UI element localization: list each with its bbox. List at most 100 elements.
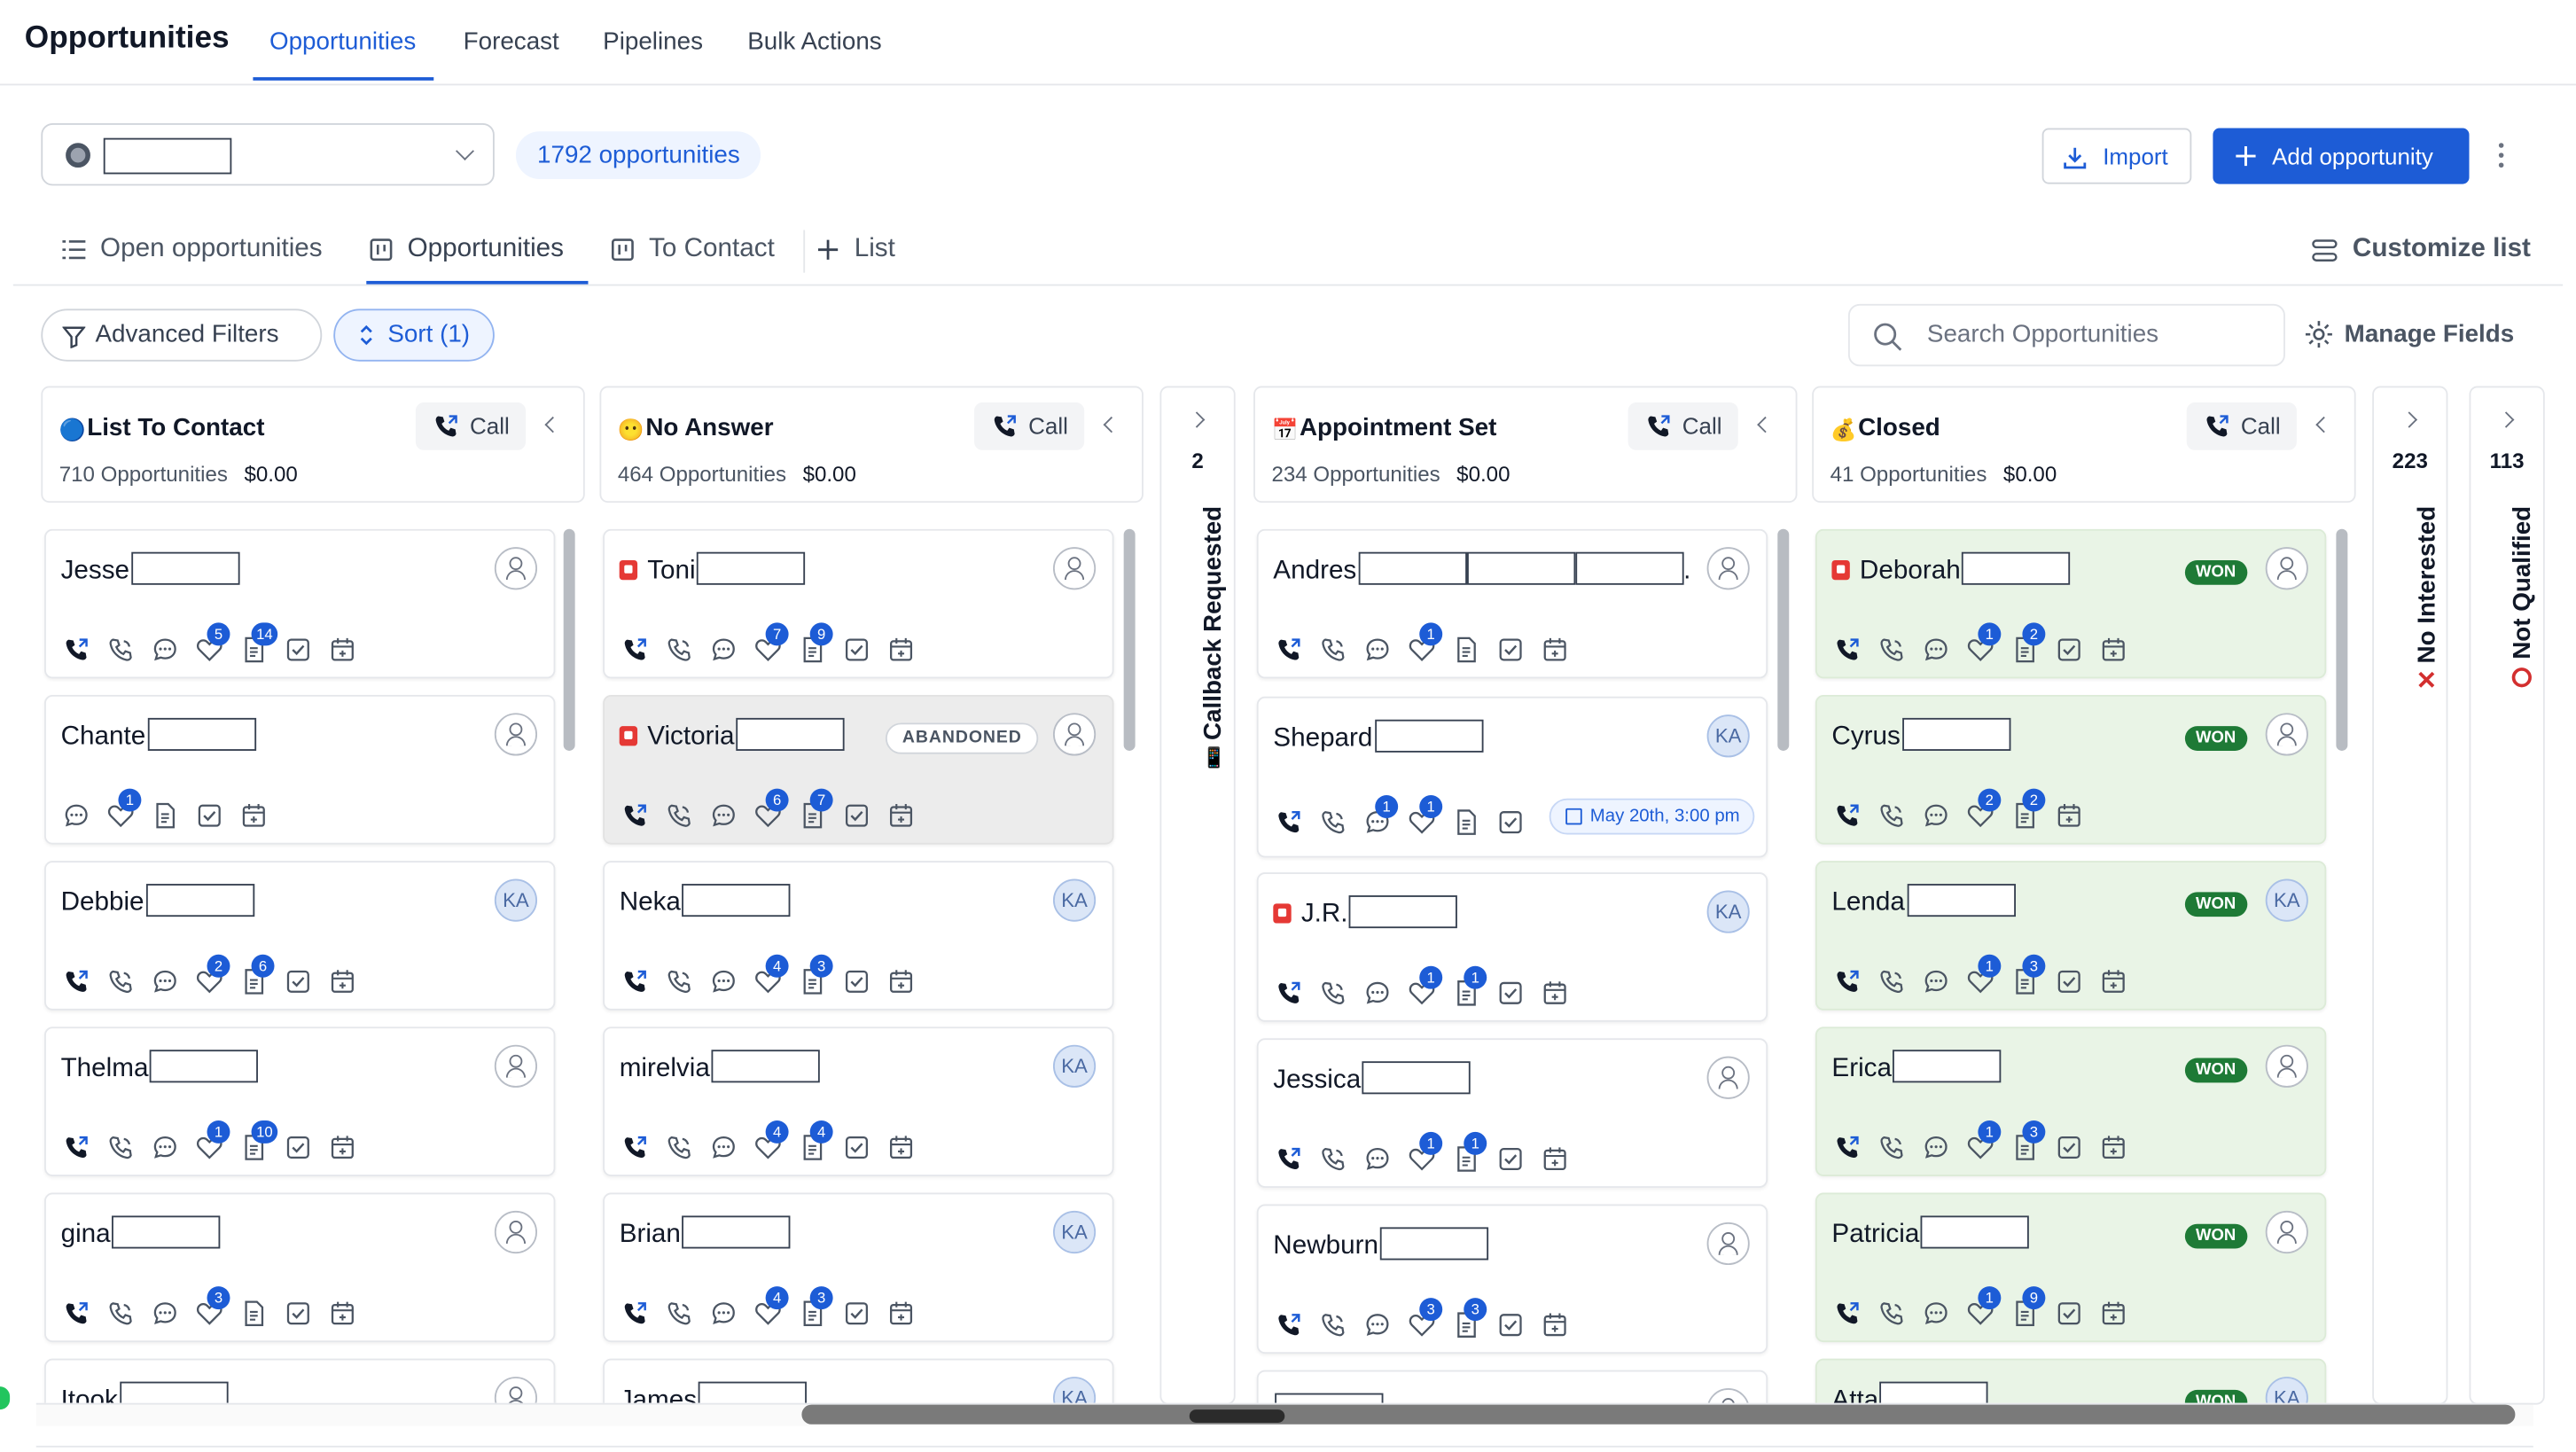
assignee-avatar[interactable]: KA <box>1706 890 1750 933</box>
calendar-add-icon[interactable] <box>1541 636 1570 665</box>
opportunity-card[interactable]: Toni 7 9 <box>603 528 1114 679</box>
note-icon[interactable] <box>1452 636 1481 665</box>
chat-icon[interactable] <box>152 1300 181 1329</box>
appointment-badge[interactable]: May 20th, 3:00 pm <box>1549 798 1755 835</box>
import-button[interactable]: Import <box>2041 128 2192 184</box>
tab-forecast[interactable]: Forecast <box>463 27 559 57</box>
calendar-add-icon[interactable] <box>2100 1300 2129 1329</box>
opportunity-card[interactable]: Andres. 1 <box>1256 528 1768 679</box>
more-options-icon[interactable] <box>2491 140 2510 173</box>
opportunity-card[interactable]: J.R. KA 1 1 <box>1256 872 1768 1022</box>
chat-icon[interactable] <box>1922 1134 1951 1163</box>
phone-icon[interactable] <box>621 1134 651 1163</box>
opportunity-card[interactable]: Deborah WON 1 2 <box>1815 528 2327 679</box>
task-check-icon[interactable] <box>2055 968 2084 997</box>
assign-user-icon[interactable] <box>1706 1388 1750 1403</box>
calendar-add-icon[interactable] <box>2055 801 2084 831</box>
add-opportunity-button[interactable]: Add opportunity <box>2213 128 2470 184</box>
assignee-avatar[interactable]: KA <box>1706 714 1750 758</box>
phone-icon[interactable] <box>62 636 91 665</box>
outbound-call-icon[interactable] <box>1877 1134 1907 1163</box>
note-icon[interactable]: 3 <box>2010 954 2046 997</box>
opportunity-card[interactable]: mirelvia KA 4 4 <box>603 1027 1114 1176</box>
opportunity-card[interactable]: Neka KA 4 3 <box>603 861 1114 1011</box>
outbound-call-icon[interactable] <box>1877 636 1907 665</box>
calendar-add-icon[interactable] <box>887 801 917 831</box>
opportunity-card[interactable]: gina 3 <box>44 1192 556 1343</box>
calendar-add-icon[interactable] <box>329 968 358 997</box>
task-check-icon[interactable] <box>2055 1300 2084 1329</box>
phone-icon[interactable] <box>621 636 651 665</box>
outbound-call-icon[interactable] <box>1319 980 1348 1009</box>
chat-icon[interactable]: 1 <box>1363 794 1399 838</box>
heart-tag-icon[interactable]: 1 <box>1408 622 1443 665</box>
heart-tag-icon[interactable]: 1 <box>1408 965 1443 1009</box>
heart-tag-icon[interactable]: 4 <box>754 1120 789 1163</box>
task-check-icon[interactable] <box>843 968 872 997</box>
chat-icon[interactable] <box>710 1134 739 1163</box>
note-icon[interactable]: 9 <box>2010 1286 2046 1329</box>
note-icon[interactable] <box>240 1300 269 1329</box>
outbound-call-icon[interactable] <box>666 1134 695 1163</box>
heart-tag-icon[interactable]: 1 <box>1408 794 1443 838</box>
calendar-add-icon[interactable] <box>887 1300 917 1329</box>
calendar-add-icon[interactable] <box>240 801 269 831</box>
collapsed-column[interactable]: 2 📱 Callback Requested <box>1159 386 1236 1405</box>
heart-tag-icon[interactable]: 1 <box>1966 1120 2002 1163</box>
phone-icon[interactable] <box>1275 636 1304 665</box>
assignee-avatar[interactable]: KA <box>1052 878 1097 922</box>
heart-tag-icon[interactable]: 2 <box>196 954 230 997</box>
note-icon[interactable] <box>1452 808 1481 838</box>
calendar-add-icon[interactable] <box>329 636 358 665</box>
manage-fields-button[interactable]: Manage Fields <box>2344 320 2515 348</box>
heart-tag-icon[interactable]: 1 <box>1966 954 2002 997</box>
calendar-add-icon[interactable] <box>329 1300 358 1329</box>
task-check-icon[interactable] <box>843 1300 872 1329</box>
outbound-call-icon[interactable] <box>1319 636 1348 665</box>
note-icon[interactable]: 2 <box>2010 622 2046 665</box>
opportunity-card[interactable]: Itook <box>44 1358 556 1403</box>
task-check-icon[interactable] <box>1496 1311 1526 1340</box>
note-icon[interactable]: 1 <box>1452 965 1487 1009</box>
heart-tag-icon[interactable]: 4 <box>754 1286 789 1329</box>
note-icon[interactable]: 7 <box>799 788 833 831</box>
column-call-button[interactable]: Call <box>415 402 527 450</box>
task-check-icon[interactable] <box>2055 1134 2084 1163</box>
collapse-column-icon[interactable] <box>544 416 561 433</box>
advanced-filters-button[interactable]: Advanced Filters <box>41 308 323 362</box>
outbound-call-icon[interactable] <box>666 968 695 997</box>
expand-column-icon[interactable] <box>2400 411 2418 428</box>
note-icon[interactable] <box>152 801 181 831</box>
assign-user-icon[interactable] <box>1706 547 1750 590</box>
outbound-call-icon[interactable] <box>666 1300 695 1329</box>
assign-user-icon[interactable] <box>494 547 538 590</box>
outbound-call-icon[interactable] <box>106 1300 136 1329</box>
heart-tag-icon[interactable]: 3 <box>1408 1298 1443 1340</box>
opportunity-card[interactable]: Brian KA 4 3 <box>603 1192 1114 1343</box>
calendar-add-icon[interactable] <box>887 636 917 665</box>
assignee-avatar[interactable]: KA <box>494 878 538 922</box>
heart-tag-icon[interactable]: 1 <box>196 1120 230 1163</box>
outbound-call-icon[interactable] <box>106 968 136 997</box>
assign-user-icon[interactable] <box>1706 1056 1750 1099</box>
assignee-avatar[interactable]: KA <box>1052 1044 1097 1088</box>
outbound-call-icon[interactable] <box>1877 968 1907 997</box>
calendar-add-icon[interactable] <box>329 1134 358 1163</box>
expand-column-icon[interactable] <box>1188 411 1206 428</box>
task-check-icon[interactable] <box>285 968 314 997</box>
assign-user-icon[interactable] <box>494 1044 538 1088</box>
column-scrollbar[interactable] <box>2336 528 2348 751</box>
phone-icon[interactable] <box>1275 1145 1304 1175</box>
assign-user-icon[interactable] <box>2265 713 2308 756</box>
opportunity-card[interactable]: Cyrus WON 2 2 <box>1815 694 2327 845</box>
task-check-icon[interactable] <box>285 636 314 665</box>
column-call-button[interactable]: Call <box>974 402 1085 450</box>
calendar-add-icon[interactable] <box>887 1134 917 1163</box>
task-check-icon[interactable] <box>285 1300 314 1329</box>
column-scrollbar[interactable] <box>1777 528 1790 751</box>
opportunity-card[interactable]: Lenda KA WON 1 3 <box>1815 861 2327 1011</box>
calendar-add-icon[interactable] <box>887 968 917 997</box>
phone-icon[interactable] <box>1833 801 1862 831</box>
note-icon[interactable]: 1 <box>1452 1131 1487 1175</box>
calendar-add-icon[interactable] <box>1541 1145 1570 1175</box>
